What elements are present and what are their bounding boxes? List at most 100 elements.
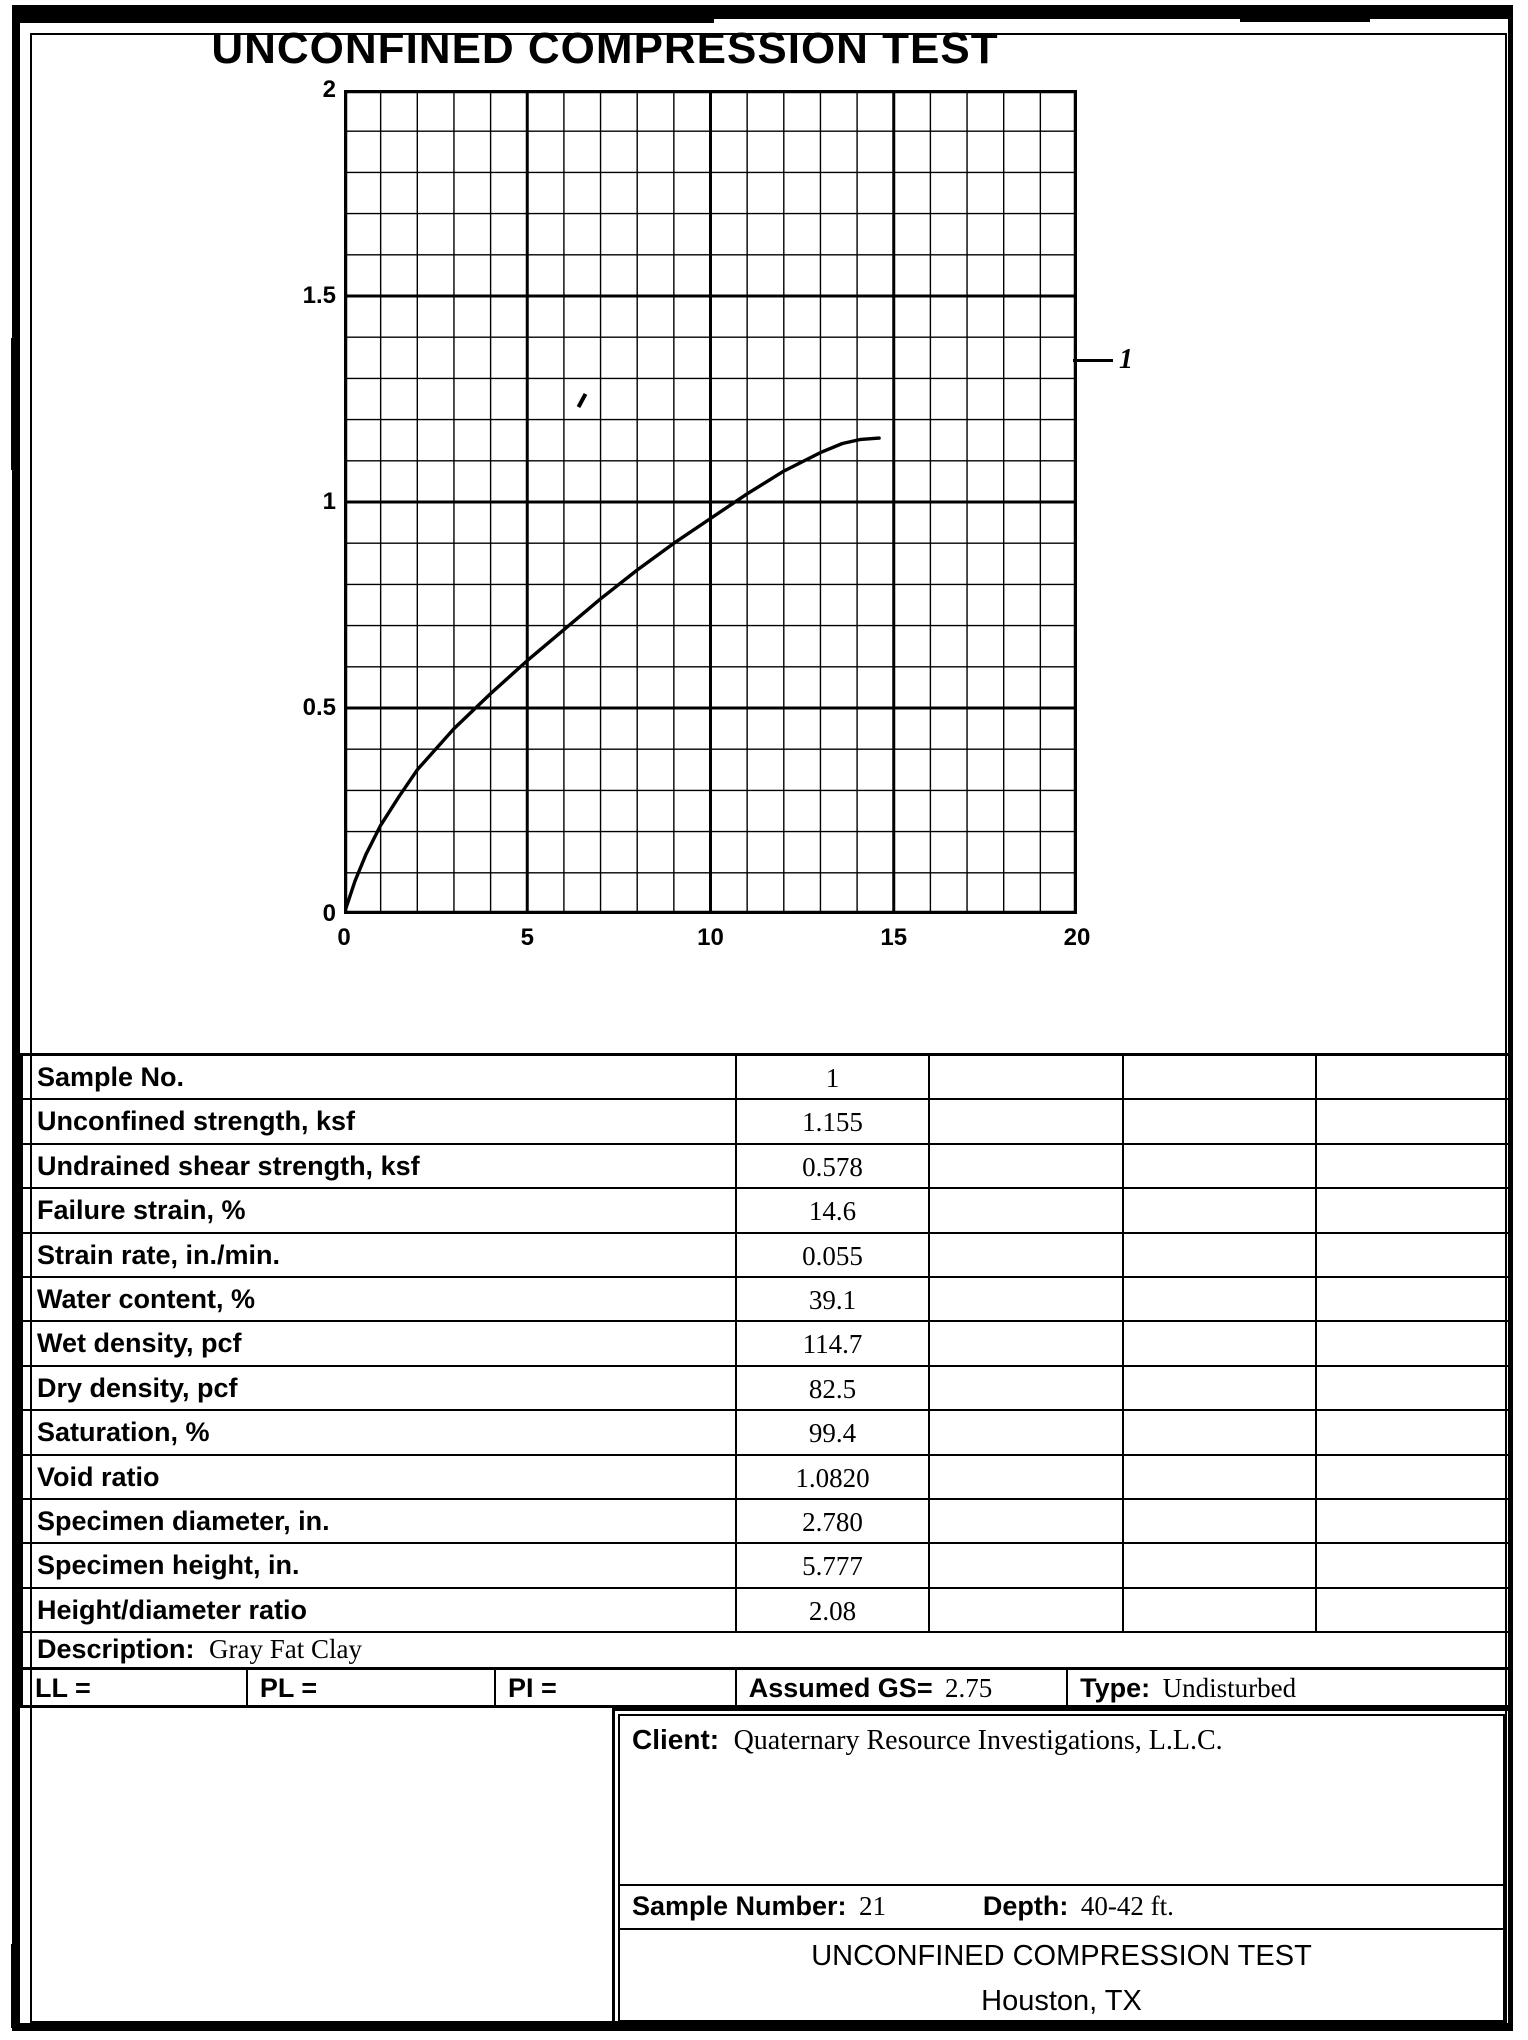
table-row: Wet density, pcf 114.7 <box>23 1322 1509 1367</box>
row-label: Void ratio <box>37 1461 160 1492</box>
row-value <box>928 1144 1122 1188</box>
scan-artifact-topbar <box>14 5 1513 19</box>
client-row: Client: Quaternary Resource Investigatio… <box>620 1716 1503 1884</box>
row-value <box>1315 1544 1509 1587</box>
y-tick-label: 1.5 <box>302 282 336 309</box>
row-value: 1.0820 <box>734 1455 929 1498</box>
ll-cell: LL = <box>23 1670 246 1705</box>
scan-artifact <box>11 338 20 470</box>
row-value <box>928 1322 1122 1365</box>
chart-legend: 1 <box>1073 344 1133 376</box>
pi-cell: PI = <box>494 1670 735 1706</box>
row-value <box>928 1056 1122 1099</box>
row-value <box>1315 1277 1509 1321</box>
table-row: Specimen height, in. 5.777 <box>23 1544 1509 1589</box>
table-row: Water content, % 39.1 <box>23 1277 1509 1323</box>
table-row: Dry density, pcf 82.5 <box>23 1366 1509 1412</box>
type-value: Undisturbed <box>1162 1673 1297 1704</box>
row-value <box>928 1233 1122 1276</box>
row-value <box>1121 1366 1316 1410</box>
x-tick-label: 20 <box>1063 924 1091 951</box>
pi-label: PI = <box>508 1673 557 1704</box>
page-title: UNCONFINED COMPRESSION TEST <box>211 24 999 73</box>
row-value <box>928 1366 1122 1410</box>
row-value <box>1121 1455 1316 1498</box>
row-label: Height/diameter ratio <box>37 1594 308 1625</box>
row-value <box>928 1499 1122 1543</box>
index-properties-row: LL = PL = PI = Assumed GS= 2.75 Type: Un… <box>20 1670 1512 1709</box>
assumed-gs-label: Assumed GS= <box>748 1673 933 1704</box>
row-value <box>1315 1056 1509 1099</box>
scan-artifact <box>14 19 714 23</box>
x-tick-label: 5 <box>520 924 534 951</box>
row-value <box>928 1189 1122 1232</box>
row-label: Sample No. <box>37 1062 185 1092</box>
table-row: Height/diameter ratio 2.08 <box>23 1588 1509 1634</box>
title-block-inner-border: Client: Quaternary Resource Investigatio… <box>618 1714 1505 2022</box>
pl-label: PL = <box>259 1673 318 1704</box>
table-row: Failure strain, % 14.6 <box>23 1189 1509 1234</box>
location: Houston, TX <box>981 1985 1142 2017</box>
row-value: 99.4 <box>734 1411 929 1454</box>
stress-strain-curve <box>344 436 881 914</box>
ll-label: LL = <box>35 1673 91 1704</box>
scan-artifact <box>12 588 19 700</box>
row-value <box>928 1588 1122 1632</box>
row-value <box>1121 1588 1316 1632</box>
row-value <box>1121 1411 1316 1454</box>
y-tick-label: 2 <box>322 76 336 103</box>
row-value <box>1315 1366 1509 1410</box>
chart-plot-area <box>344 90 1077 914</box>
depth-value: 40-42 ft. <box>1080 1891 1174 1921</box>
row-value <box>1315 1144 1509 1188</box>
table-row: Undrained shear strength, ksf 0.578 <box>23 1144 1509 1190</box>
sample-depth-row: Sample Number: 21 Depth: 40-42 ft. <box>620 1884 1503 1930</box>
page-border-inner <box>30 33 1507 2023</box>
scan-artifact <box>1240 19 1370 22</box>
stress-strain-chart: 0 0.5 1 1.5 2 0 5 10 15 20 1 <box>0 0 1528 980</box>
row-label: Unconfined strength, ksf <box>37 1106 356 1137</box>
row-value <box>928 1455 1122 1498</box>
row-value: 114.7 <box>734 1322 929 1365</box>
row-value <box>1121 1277 1316 1321</box>
row-value: 0.578 <box>734 1144 929 1188</box>
row-value: 2.08 <box>734 1588 929 1632</box>
depth-label: Depth: <box>982 1891 1069 1921</box>
assumed-gs-cell: Assumed GS= 2.75 <box>734 1670 1066 1706</box>
title-block: Client: Quaternary Resource Investigatio… <box>612 1708 1511 2028</box>
table-row: Specimen diameter, in. 2.780 <box>23 1499 1509 1545</box>
row-value: 5.777 <box>734 1544 929 1587</box>
table-row: Sample No. 1 <box>23 1056 1509 1101</box>
legend-line-sample1 <box>1073 358 1113 362</box>
x-tick-label: 0 <box>337 924 351 951</box>
y-tick-label: 0.5 <box>302 694 336 721</box>
row-value <box>1315 1189 1509 1232</box>
row-value <box>928 1277 1122 1321</box>
row-value <box>1121 1233 1316 1276</box>
table-row: Strain rate, in./min. 0.055 <box>23 1233 1509 1278</box>
row-label: Undrained shear strength, ksf <box>37 1150 420 1181</box>
row-value: 0.055 <box>734 1233 929 1276</box>
row-label: Water content, % <box>37 1283 256 1314</box>
row-value: 1.155 <box>734 1100 929 1143</box>
x-tick-label: 15 <box>880 924 908 951</box>
row-value: 82.5 <box>734 1366 929 1410</box>
sample-number-label: Sample Number: <box>632 1891 847 1921</box>
row-value <box>1315 1455 1509 1498</box>
row-label: Specimen diameter, in. <box>37 1505 330 1536</box>
row-value: 39.1 <box>734 1277 929 1321</box>
row-label: Saturation, % <box>37 1417 210 1448</box>
row-value <box>1315 1588 1509 1632</box>
y-tick-label: 1 <box>322 488 336 515</box>
row-value: 14.6 <box>734 1189 929 1232</box>
chart-svg <box>344 90 1077 914</box>
row-value <box>1315 1499 1509 1543</box>
results-table-body: Sample No. 1 Unconfined strength, ksf 1.155… <box>23 1056 1509 1634</box>
type-cell: Type: Undisturbed <box>1066 1670 1509 1706</box>
x-tick-label: 10 <box>697 924 724 951</box>
row-value <box>1315 1322 1509 1365</box>
row-value <box>1121 1100 1316 1143</box>
client-label: Client: <box>632 1724 720 1755</box>
row-value: 1 <box>734 1056 929 1099</box>
